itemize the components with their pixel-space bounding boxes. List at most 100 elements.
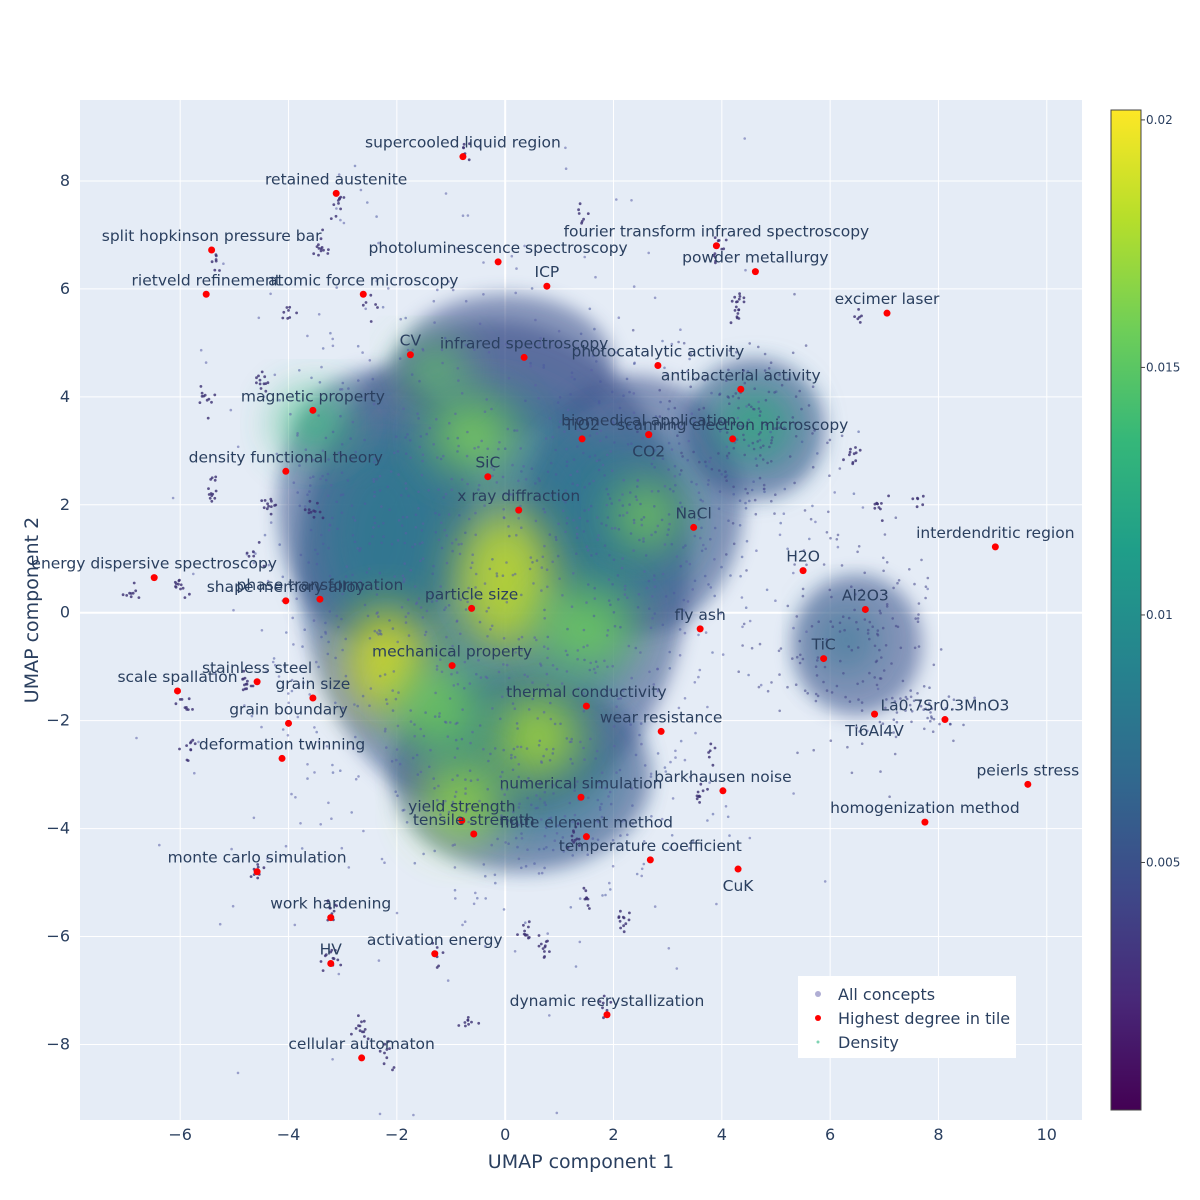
concept-point (326, 494, 330, 498)
concept-point (183, 596, 187, 599)
concept-point (744, 268, 747, 272)
concept-point (299, 822, 302, 825)
concept-point (312, 252, 316, 256)
concept-point (697, 408, 701, 411)
concept-point (376, 586, 379, 590)
concept-point (743, 381, 747, 385)
concept-point (393, 575, 397, 578)
concept-point (679, 501, 682, 505)
concept-point (313, 771, 316, 774)
concept-point (576, 649, 580, 652)
concept-point (495, 481, 499, 484)
concept-point (422, 852, 425, 856)
concept-point (764, 398, 768, 402)
concept-point (453, 756, 457, 759)
concept-point (306, 493, 309, 497)
concept-point (920, 558, 923, 562)
concept-point (916, 496, 919, 500)
concept-point (317, 414, 320, 417)
concept-point (337, 625, 340, 629)
concept-point (401, 809, 405, 812)
concept-point (320, 533, 323, 537)
concept-point (461, 708, 464, 711)
concept-point (607, 578, 611, 581)
concept-point (680, 505, 684, 509)
concept-point (553, 839, 557, 842)
concept-point (441, 802, 445, 805)
concept-point (158, 843, 161, 847)
concept-point (410, 373, 414, 376)
highlight-marker (690, 523, 698, 531)
concept-point (605, 487, 608, 491)
concept-point (493, 873, 497, 877)
concept-point (368, 542, 371, 545)
concept-point (904, 695, 908, 699)
concept-point (661, 623, 665, 627)
concept-point (694, 731, 697, 735)
concept-point (503, 447, 507, 451)
highlight-label: atomic force microscopy (268, 271, 458, 289)
concept-point (242, 669, 246, 673)
concept-point (589, 661, 592, 665)
concept-point (354, 735, 357, 739)
concept-point (354, 1027, 358, 1030)
colorbar-tick-label: 0.005 (1146, 855, 1180, 869)
concept-point (929, 719, 932, 723)
concept-point (913, 646, 917, 650)
concept-point (352, 516, 355, 519)
concept-point (405, 515, 409, 519)
concept-point (402, 407, 405, 411)
concept-point (305, 458, 309, 461)
highlight-label: split hopkinson pressure bar (102, 227, 322, 245)
concept-point (733, 309, 737, 312)
concept-point (578, 516, 582, 520)
concept-point (487, 606, 491, 610)
highlight-label: CO2 (632, 443, 665, 461)
concept-point (513, 429, 516, 432)
concept-point (714, 261, 717, 265)
concept-point (315, 562, 319, 566)
concept-point (301, 645, 304, 648)
concept-point (555, 832, 559, 835)
concept-point (539, 664, 543, 667)
concept-point (502, 908, 506, 911)
concept-point (447, 810, 451, 814)
concept-point (878, 609, 882, 613)
concept-point (546, 939, 549, 943)
concept-point (444, 192, 448, 195)
concept-point (857, 308, 860, 311)
highlight-marker (309, 694, 317, 702)
concept-point (517, 637, 521, 641)
concept-point (561, 594, 564, 597)
concept-point (726, 815, 730, 819)
concept-point (667, 468, 670, 471)
concept-point (801, 587, 805, 591)
concept-point (375, 279, 379, 283)
concept-point (701, 499, 704, 503)
highlight-marker (285, 719, 293, 727)
concept-point (534, 383, 537, 387)
concept-point (326, 899, 330, 902)
concept-point (562, 850, 565, 853)
highlight-label: photoluminescence spectroscopy (369, 239, 628, 257)
concept-point (507, 842, 510, 845)
concept-point (236, 1071, 240, 1075)
concept-point (490, 843, 494, 847)
concept-point (881, 626, 885, 630)
concept-point (795, 615, 799, 618)
concept-point (464, 787, 467, 790)
concept-point (664, 595, 668, 598)
concept-point (482, 293, 485, 296)
concept-point (597, 468, 601, 472)
concept-point (300, 847, 304, 850)
concept-point (738, 295, 742, 298)
concept-point (294, 796, 297, 799)
concept-point (801, 594, 805, 598)
concept-point (609, 450, 613, 453)
concept-point (573, 813, 577, 817)
concept-point (503, 793, 507, 796)
concept-point (575, 837, 579, 841)
concept-point (309, 528, 313, 532)
concept-point (593, 586, 596, 590)
concept-point (836, 533, 840, 537)
